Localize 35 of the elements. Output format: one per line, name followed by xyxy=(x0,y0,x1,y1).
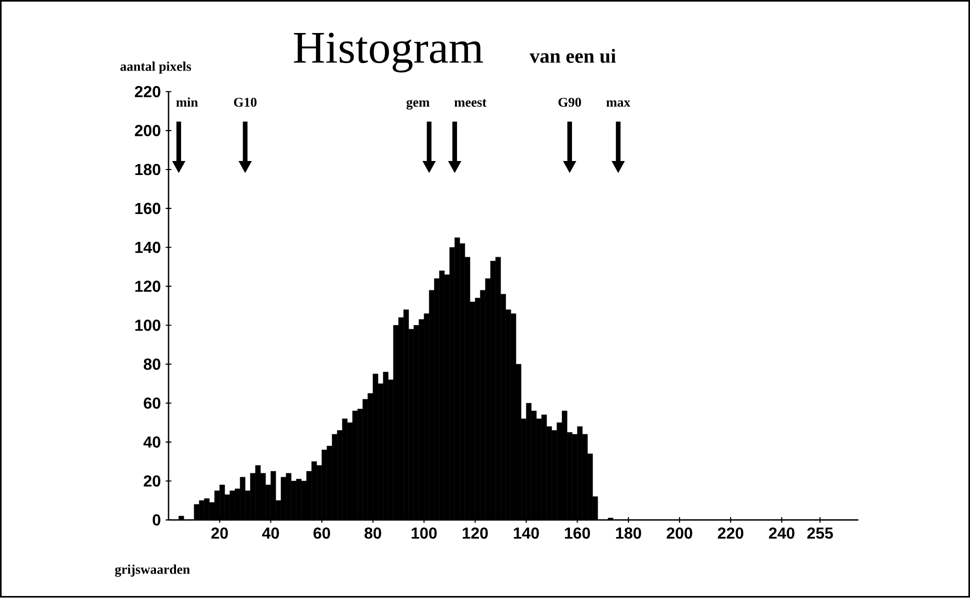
ref-line-label: G10 xyxy=(234,98,257,107)
x-tick-label: 40 xyxy=(262,528,279,539)
y-tick-label: 120 xyxy=(135,280,160,292)
y-tick-label: 100 xyxy=(135,320,160,332)
x-tick-label: 240 xyxy=(768,528,794,539)
y-tick-label: 220 xyxy=(134,86,160,98)
y-tick-label: 60 xyxy=(144,398,160,409)
y-tick-label: 80 xyxy=(144,358,160,370)
y-tick-label: 200 xyxy=(134,125,160,136)
y-tick-label: 0 xyxy=(152,514,160,526)
x-tick-label: 200 xyxy=(666,528,692,539)
x-tick-label: 255 xyxy=(807,528,833,539)
chart-title: Histogram xyxy=(294,32,483,73)
ref-line-label: gem xyxy=(406,100,430,110)
ref-line-label: min xyxy=(176,98,198,107)
ref-line-label: max xyxy=(606,100,630,107)
x-tick-label: 100 xyxy=(412,528,437,539)
y-tick-label: 20 xyxy=(144,476,160,487)
ref-line-label: G90 xyxy=(558,98,581,107)
y-tick-label: 140 xyxy=(135,242,160,254)
x-tick-label: 160 xyxy=(565,528,590,539)
x-tick-label: 180 xyxy=(616,528,642,539)
x-tick-label: 120 xyxy=(462,528,488,539)
x-tick-label: 140 xyxy=(514,528,539,539)
y-tick-label: 160 xyxy=(135,202,160,214)
y-tick-label: 180 xyxy=(135,164,160,176)
x-tick-label: 60 xyxy=(314,528,330,539)
x-tick-label: 220 xyxy=(718,528,744,539)
x-tick-label: 20 xyxy=(211,528,228,539)
y-axis-title: aantal pixels xyxy=(120,62,192,74)
ref-line-label: meest xyxy=(454,99,487,107)
x-axis-title: grijswaarden xyxy=(115,564,190,577)
chart-subtitle: van een ui xyxy=(530,49,616,64)
x-tick-label: 80 xyxy=(364,528,382,539)
y-tick-label: 40 xyxy=(143,436,160,448)
